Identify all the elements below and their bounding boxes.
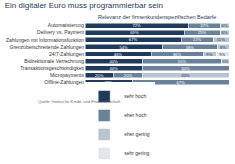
- svg-text:20%: 20%: [124, 73, 133, 78]
- svg-text:Automatisierung: Automatisierung: [48, 22, 84, 28]
- svg-text:36%: 36%: [173, 52, 182, 57]
- svg-text:sehr gering: sehr gering: [124, 150, 149, 156]
- svg-text:Offline-Zahlungen: Offline-Zahlungen: [44, 79, 84, 85]
- svg-text:Ein digitaler Euro muss progra: Ein digitaler Euro muss programmierbar s…: [5, 1, 163, 10]
- svg-text:eher gering: eher gering: [124, 131, 150, 137]
- svg-text:38%: 38%: [186, 45, 195, 50]
- svg-text:24/7-Zahlungen: 24/7-Zahlungen: [49, 51, 84, 57]
- svg-text:eher hoch: eher hoch: [124, 112, 146, 118]
- svg-text:6%: 6%: [221, 23, 227, 28]
- svg-text:40%: 40%: [109, 59, 118, 64]
- svg-text:60%: 60%: [181, 66, 190, 71]
- svg-text:69%: 69%: [130, 30, 139, 35]
- svg-text:Micropayments: Micropayments: [50, 72, 84, 78]
- svg-text:Quelle: Institut für Kredit- u: Quelle: Institut für Kredit- und Finanzw…: [38, 99, 121, 104]
- svg-text:55%: 55%: [178, 59, 187, 64]
- svg-text:20%: 20%: [95, 73, 104, 78]
- svg-text:54%: 54%: [120, 45, 129, 50]
- svg-text:72%: 72%: [132, 23, 141, 28]
- svg-text:40%: 40%: [109, 66, 118, 71]
- svg-text:67%: 67%: [129, 37, 138, 42]
- svg-text:60%: 60%: [181, 73, 190, 78]
- svg-text:46%: 46%: [114, 52, 123, 57]
- svg-text:9%: 9%: [219, 52, 225, 57]
- svg-text:11%: 11%: [217, 37, 225, 42]
- svg-text:Transaktionsgeschwindigkeit: Transaktionsgeschwindigkeit: [20, 65, 84, 71]
- svg-text:6%: 6%: [221, 30, 227, 35]
- svg-text:sehr hoch: sehr hoch: [124, 93, 146, 99]
- svg-text:22%: 22%: [200, 23, 209, 28]
- svg-text:22%: 22%: [193, 37, 202, 42]
- svg-text:Bidirektionale Verrechnung: Bidirektionale Verrechnung: [24, 58, 84, 64]
- svg-text:9%: 9%: [206, 52, 212, 57]
- svg-text:8%: 8%: [220, 45, 226, 50]
- svg-text:5%: 5%: [222, 59, 228, 64]
- svg-text:Delivery vs. Payment: Delivery vs. Payment: [37, 29, 85, 35]
- svg-text:Zahlungen mit Informationsfunk: Zahlungen mit Informationsfunktion: [6, 37, 84, 43]
- svg-text:67%: 67%: [176, 80, 185, 85]
- svg-text:Grenzüberschreitende Zahlungen: Grenzüberschreitende Zahlungen: [10, 44, 85, 50]
- svg-text:Relevanz der firmenkundenspezi: Relevanz der firmenkundenspezifischen Be…: [98, 14, 216, 20]
- svg-text:25%: 25%: [198, 30, 207, 35]
